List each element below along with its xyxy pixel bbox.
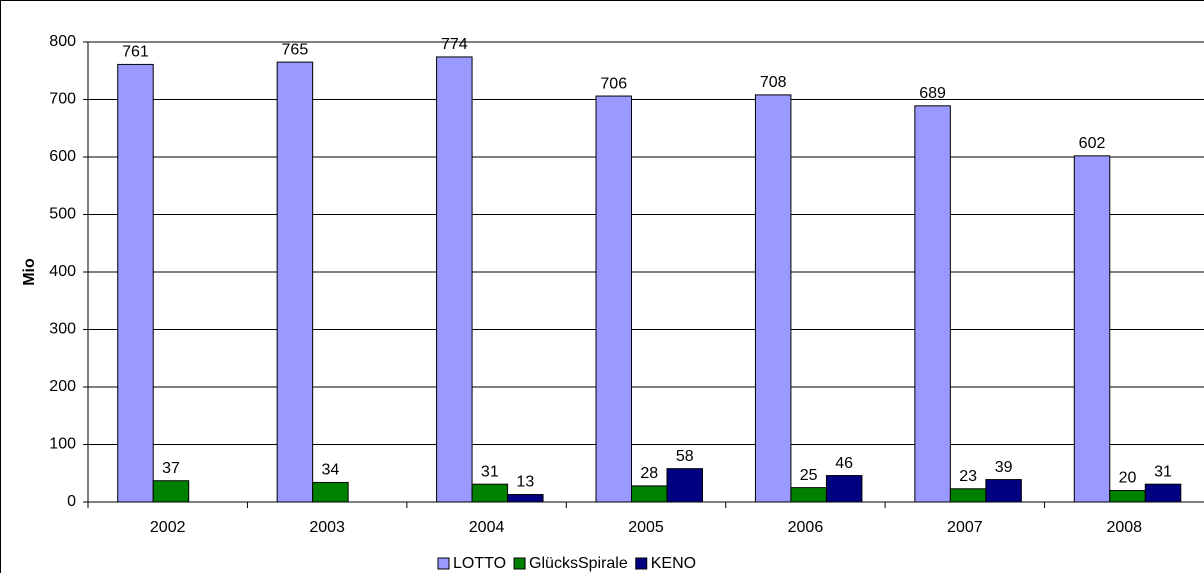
data-label: 708 bbox=[760, 74, 787, 91]
data-label: 34 bbox=[321, 462, 339, 479]
y-tick-label: 0 bbox=[67, 493, 76, 510]
legend-label: KENO bbox=[651, 555, 696, 572]
x-tick-label: 2002 bbox=[150, 519, 186, 536]
legend-label: GlücksSpirale bbox=[529, 555, 628, 572]
bar bbox=[985, 479, 1022, 503]
bar bbox=[1109, 490, 1146, 503]
bar bbox=[312, 481, 349, 503]
bar bbox=[754, 94, 792, 503]
bar bbox=[790, 487, 827, 503]
y-tick-label: 800 bbox=[49, 33, 76, 50]
bar bbox=[276, 61, 314, 503]
bar bbox=[152, 480, 190, 503]
data-label: 765 bbox=[282, 41, 309, 58]
data-label: 20 bbox=[1119, 470, 1137, 487]
legend-swatch bbox=[437, 557, 450, 570]
x-tick-label: 2007 bbox=[947, 519, 983, 536]
data-label: 37 bbox=[162, 460, 180, 477]
x-tick-label: 2005 bbox=[628, 519, 664, 536]
data-label: 13 bbox=[516, 474, 534, 491]
bar bbox=[825, 475, 863, 503]
data-label: 31 bbox=[1154, 463, 1172, 480]
y-tick-label: 200 bbox=[49, 378, 76, 395]
data-label: 689 bbox=[919, 85, 946, 102]
data-label: 31 bbox=[481, 463, 499, 480]
y-tick-label: 600 bbox=[49, 148, 76, 165]
data-label: 23 bbox=[959, 468, 977, 485]
bar bbox=[436, 56, 473, 503]
data-label: 25 bbox=[800, 467, 818, 484]
bar bbox=[117, 63, 154, 503]
data-label: 39 bbox=[995, 459, 1013, 476]
x-tick-label: 2003 bbox=[309, 519, 345, 536]
x-tick-label: 2008 bbox=[1106, 519, 1142, 536]
y-tick-label: 300 bbox=[49, 321, 76, 338]
bar bbox=[471, 483, 509, 503]
bar bbox=[1073, 155, 1111, 503]
legend-swatch bbox=[635, 557, 648, 570]
x-tick-label: 2004 bbox=[469, 519, 505, 536]
y-tick-label: 100 bbox=[49, 436, 76, 453]
data-label: 774 bbox=[441, 36, 468, 53]
y-tick-label: 500 bbox=[49, 206, 76, 223]
data-label: 761 bbox=[122, 44, 149, 61]
bar bbox=[507, 494, 544, 503]
y-tick-label: 400 bbox=[49, 263, 76, 280]
data-label: 602 bbox=[1079, 135, 1106, 152]
data-label: 58 bbox=[676, 448, 694, 465]
bar bbox=[1144, 483, 1182, 503]
bar bbox=[631, 485, 668, 503]
bar bbox=[595, 95, 632, 503]
y-axis-title: Mio bbox=[21, 258, 38, 286]
legend-swatch bbox=[513, 557, 526, 570]
legend-label: LOTTO bbox=[453, 555, 506, 572]
bar bbox=[914, 105, 951, 503]
y-tick-label: 700 bbox=[49, 91, 76, 108]
data-label: 46 bbox=[835, 455, 853, 472]
x-tick-label: 2006 bbox=[788, 519, 824, 536]
data-label: 28 bbox=[640, 465, 658, 482]
data-label: 706 bbox=[600, 75, 627, 92]
bar bbox=[949, 488, 987, 503]
bar bbox=[666, 468, 703, 503]
